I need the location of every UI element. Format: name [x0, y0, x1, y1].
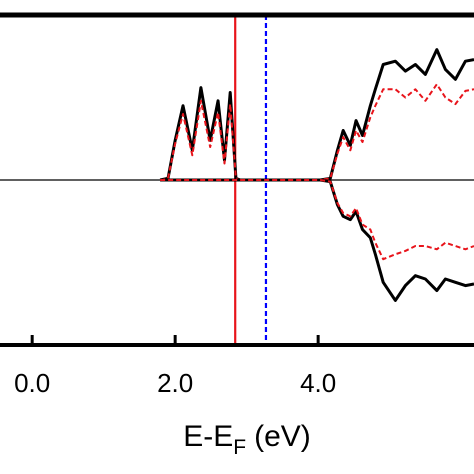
dos-curve: [159, 83, 474, 181]
x-axis-label: E-EF (eV): [183, 420, 311, 459]
x-tick-label: 4.0: [300, 368, 336, 398]
dos-curve: [159, 48, 474, 182]
x-tick-label: 0.0: [14, 368, 50, 398]
x-label-unit: (eV): [254, 420, 311, 453]
x-label-main: E-E: [183, 420, 233, 453]
x-tick-label: 2.0: [157, 368, 193, 398]
x-label-sub: F: [233, 436, 246, 459]
dos-curve: [160, 179, 474, 261]
dos-curve: [160, 178, 474, 302]
